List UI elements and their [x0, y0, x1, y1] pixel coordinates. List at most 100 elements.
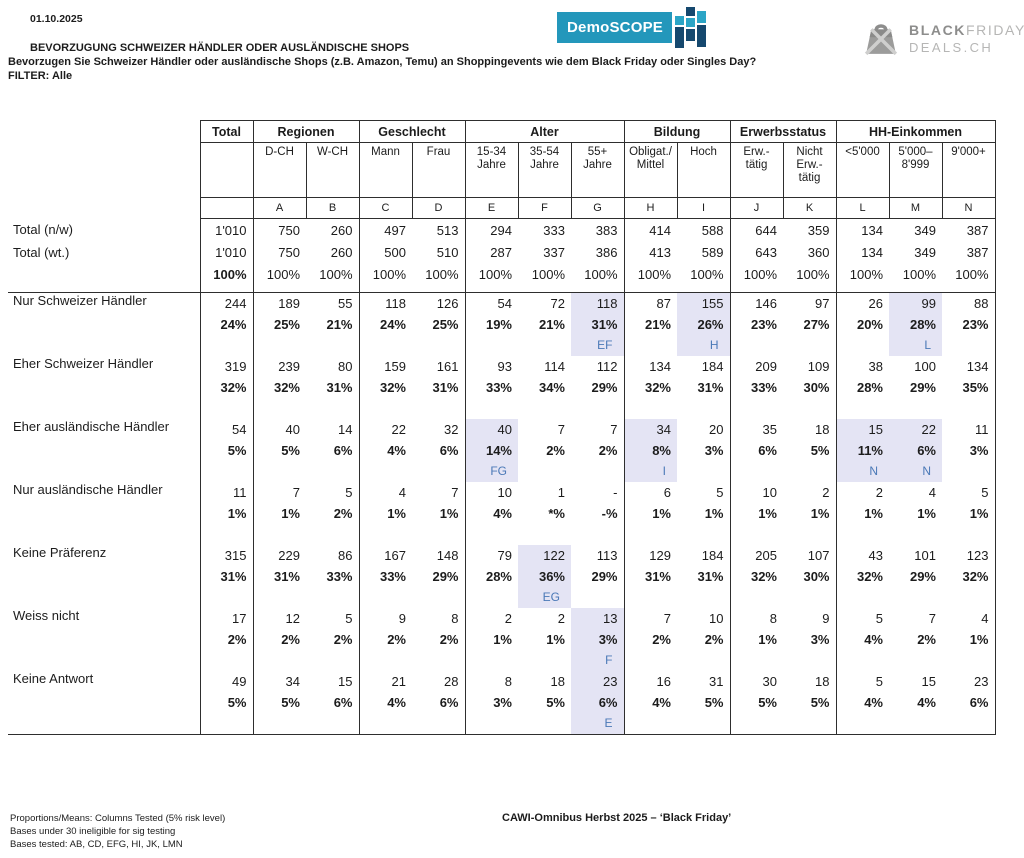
- cell-sig-letter: [466, 713, 519, 734]
- column-header: Hoch: [677, 142, 731, 198]
- cell-count: 20: [709, 422, 724, 437]
- cell-percent: 2%: [704, 632, 724, 647]
- column-header: Erw.- tätig: [730, 142, 784, 198]
- cell-count: 28: [444, 674, 459, 689]
- cell-count: 167: [384, 548, 406, 563]
- demoscope-wordmark: DemoSCOPE: [557, 12, 672, 43]
- cell-percent: 1%: [969, 506, 989, 521]
- cell-count: 10: [762, 485, 777, 500]
- column-header: 5'000– 8'999: [889, 142, 943, 198]
- cell-sig-letter: [942, 587, 995, 608]
- logo-square: [686, 18, 695, 27]
- cell-sig-letter: [412, 398, 465, 419]
- table-row: Nur ausländische Händler 11 1% 7 1% 5 2% 4 1% 7 1%…: [8, 482, 996, 545]
- cell-base-value: 1'010: [199, 241, 254, 263]
- cell-percent: 3%: [598, 632, 618, 647]
- cell-sig-letter: [783, 335, 836, 356]
- table-base-row: Total (wt.) 1'010 750 260 500 510 287 337 386 413…: [8, 241, 996, 263]
- cell-sig-letter: [783, 650, 836, 671]
- table-cell: 5 1%: [677, 482, 731, 545]
- cell-sig-letter: [306, 335, 359, 356]
- cell-percent: 6%: [439, 695, 459, 710]
- cell-sig-letter: [201, 587, 253, 608]
- cell-sig-letter: [889, 524, 942, 545]
- table-cell: 11 1%: [199, 482, 254, 545]
- column-letter: L: [836, 197, 890, 219]
- cell-count: 9: [822, 611, 830, 626]
- column-group-header: Total: [199, 120, 254, 143]
- table-cell: 79 28%: [465, 545, 518, 608]
- cell-sig-letter: [942, 524, 995, 545]
- cell-sig-letter: [677, 398, 730, 419]
- cell-count: 146: [755, 296, 777, 311]
- cell-sig-letter: [837, 713, 890, 734]
- column-group-header: Alter: [465, 120, 625, 143]
- cell-sig-letter: [360, 713, 413, 734]
- cell-count: 15: [338, 674, 353, 689]
- cell-percent: 33%: [379, 569, 406, 584]
- cell-percent: 3%: [493, 695, 512, 710]
- table-cell: 122 36% EG: [518, 545, 571, 608]
- cell-percent: 2%: [652, 632, 671, 647]
- column-group-header: Bildung: [624, 120, 731, 143]
- table-cell: 18 5%: [518, 671, 571, 735]
- cell-sig-letter: [466, 524, 519, 545]
- table-base-row: 100% 100% 100% 100% 100% 100% 100% 100% 100% 100%…: [8, 263, 996, 293]
- cell-base-value: 100%: [677, 263, 731, 293]
- cell-count: 126: [436, 296, 459, 311]
- cell-percent: 6%: [333, 443, 353, 458]
- cell-base-value: 100%: [571, 263, 625, 293]
- table-cell: 72 21%: [518, 293, 571, 357]
- cell-count: 26: [868, 296, 883, 311]
- cell-count: 5: [981, 485, 989, 500]
- table-cell: 8 3%: [465, 671, 518, 735]
- cell-count: 7: [610, 422, 618, 437]
- table-cell: 7 2%: [571, 419, 625, 482]
- table-cell: 99 28% L: [889, 292, 942, 356]
- report-title: BEVORZUGUNG SCHWEIZER HÄNDLER ODER AUSLÄ…: [30, 42, 410, 54]
- table-row: Keine Antwort 49 5% 34 5% 15 6% 21 4% 28 6% 8 3% 18 5%…: [8, 671, 996, 735]
- column-letter: [199, 197, 254, 219]
- cell-count: 55: [338, 296, 353, 311]
- cell-count: 38: [868, 359, 883, 374]
- crosstab-table: Total Regionen Geschlecht Alter Bildung Erwer…: [8, 120, 996, 735]
- cell-percent: 24%: [379, 317, 406, 332]
- cell-count: 23: [603, 674, 618, 689]
- cell-percent: 31%: [220, 569, 247, 584]
- cell-sig-letter: [360, 335, 413, 356]
- cell-percent: 33%: [326, 569, 353, 584]
- corner-cell: [8, 121, 200, 143]
- cell-percent: 29%: [591, 569, 618, 584]
- cell-percent: 32%: [220, 380, 247, 395]
- table-cell: 13 3% F: [571, 608, 625, 671]
- cell-sig-letter: [518, 524, 571, 545]
- cell-base-value: 100%: [412, 263, 466, 293]
- table-cell: 159 32%: [359, 356, 412, 419]
- cell-sig-letter: [518, 713, 571, 734]
- cell-sig-letter: [412, 335, 465, 356]
- cell-base-value: 100%: [465, 263, 518, 293]
- table-cell: 244 24%: [199, 292, 254, 356]
- column-header: W-CH: [306, 142, 360, 198]
- cell-base-value: 134: [861, 244, 883, 260]
- column-header: <5'000: [836, 142, 890, 198]
- column-letter: N: [942, 197, 996, 219]
- cell-base-value: 260: [306, 241, 360, 263]
- report-question: Bevorzugen Sie Schweizer Händler oder au…: [8, 56, 757, 68]
- column-letter: M: [889, 197, 943, 219]
- cell-sig-letter: [625, 524, 678, 545]
- cell-count: 122: [543, 548, 565, 563]
- cell-base-value: 260: [306, 218, 360, 241]
- cell-percent: 2%: [917, 632, 936, 647]
- table-row: Nur Schweizer Händler 244 24% 189 25% 55 21% 11…: [8, 292, 996, 357]
- cell-count: 31: [709, 674, 724, 689]
- table-cell: 9 3%: [783, 608, 837, 671]
- table-cell: 134 35%: [942, 356, 996, 419]
- table-cell: 2 1%: [465, 608, 518, 671]
- blackfriday-line2: DEALS.CH: [909, 40, 994, 55]
- cell-count: 9: [398, 611, 406, 626]
- cell-sig-letter: [942, 650, 995, 671]
- cell-sig-letter: [412, 461, 465, 482]
- cell-sig-letter: [625, 335, 678, 356]
- cell-count: 14: [338, 422, 353, 437]
